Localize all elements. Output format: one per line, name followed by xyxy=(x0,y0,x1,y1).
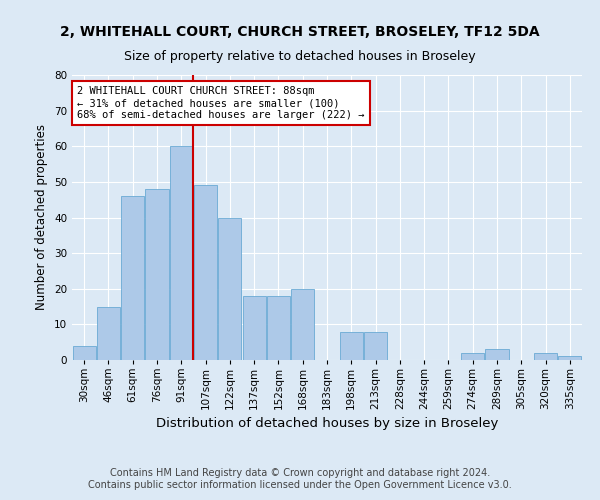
Bar xyxy=(145,189,169,360)
Bar xyxy=(267,296,290,360)
X-axis label: Distribution of detached houses by size in Broseley: Distribution of detached houses by size … xyxy=(156,418,498,430)
Bar xyxy=(97,306,120,360)
Y-axis label: Number of detached properties: Number of detached properties xyxy=(35,124,49,310)
Bar xyxy=(170,146,193,360)
Text: 2, WHITEHALL COURT, CHURCH STREET, BROSELEY, TF12 5DA: 2, WHITEHALL COURT, CHURCH STREET, BROSE… xyxy=(60,25,540,39)
Bar xyxy=(534,353,557,360)
Bar xyxy=(485,350,509,360)
Bar xyxy=(461,353,484,360)
Text: Contains HM Land Registry data © Crown copyright and database right 2024.
Contai: Contains HM Land Registry data © Crown c… xyxy=(88,468,512,490)
Bar xyxy=(559,356,581,360)
Text: Size of property relative to detached houses in Broseley: Size of property relative to detached ho… xyxy=(124,50,476,63)
Bar xyxy=(291,289,314,360)
Bar xyxy=(364,332,387,360)
Bar xyxy=(194,186,217,360)
Bar xyxy=(121,196,144,360)
Bar xyxy=(340,332,363,360)
Bar xyxy=(218,218,241,360)
Bar xyxy=(242,296,266,360)
Bar xyxy=(73,346,95,360)
Text: 2 WHITEHALL COURT CHURCH STREET: 88sqm
← 31% of detached houses are smaller (100: 2 WHITEHALL COURT CHURCH STREET: 88sqm ←… xyxy=(77,86,365,120)
